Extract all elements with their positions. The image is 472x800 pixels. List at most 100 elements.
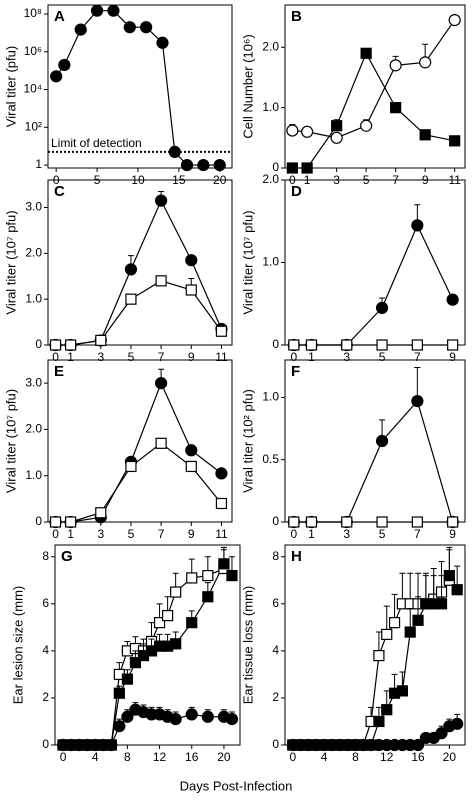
data-point: [155, 377, 168, 390]
x-tick-label: 0: [60, 750, 67, 764]
data-point: [341, 516, 353, 528]
y-axis-label: Ear lesion size (mm): [10, 586, 25, 704]
series-line: [55, 199, 222, 346]
y-tick-label: 0: [42, 737, 49, 751]
data-point: [202, 591, 214, 603]
x-tick-label: 1: [308, 350, 315, 364]
data-point: [153, 617, 166, 629]
data-point: [186, 572, 198, 584]
y-tick-label: 6: [272, 596, 279, 610]
series-line: [292, 19, 456, 139]
data-point: [156, 36, 169, 49]
data-point: [113, 720, 126, 733]
data-point: [185, 284, 197, 296]
data-point: [185, 460, 197, 473]
plot-frame: [47, 359, 233, 523]
data-point: [201, 710, 214, 723]
data-point: [448, 13, 461, 27]
data-point: [446, 293, 459, 306]
y-axis-label: Viral titer (10² pfu): [240, 389, 255, 493]
y-tick-label: 0: [272, 337, 279, 351]
data-point: [375, 434, 389, 448]
y-tick-label: 1.0: [262, 100, 279, 114]
plot-frame: [54, 544, 241, 746]
x-tick-label: 7: [158, 527, 165, 541]
x-tick-label: 4: [321, 750, 328, 764]
y-tick-label: 0: [272, 160, 279, 174]
data-point: [331, 120, 343, 132]
x-tick-label: 7: [414, 350, 421, 364]
y-tick-label: 10⁸: [24, 6, 42, 20]
data-point: [443, 569, 455, 582]
data-point: [360, 47, 372, 59]
data-point: [305, 516, 318, 528]
x-tick-label: 5: [379, 527, 386, 541]
data-point: [360, 119, 373, 132]
y-tick-label: 0: [35, 514, 42, 528]
data-point: [411, 738, 425, 752]
data-point: [169, 713, 182, 726]
data-point: [170, 586, 182, 598]
data-point: [185, 254, 198, 267]
data-point: [373, 715, 385, 728]
data-point: [180, 158, 194, 172]
x-tick-label: 9: [449, 350, 456, 364]
data-point: [121, 673, 133, 685]
data-point: [373, 649, 385, 662]
x-tick-label: 1: [67, 350, 74, 364]
y-tick-label: 2.0: [25, 422, 42, 436]
common-x-label: Days Post-Infection: [180, 778, 293, 793]
x-tick-label: 9: [449, 527, 456, 541]
x-tick-label: 8: [352, 750, 359, 764]
plot-frame: [47, 4, 233, 169]
data-point: [185, 444, 198, 457]
data-point: [411, 516, 423, 528]
y-tick-label: 2: [42, 690, 49, 704]
data-point: [404, 626, 416, 638]
x-tick-label: 0: [52, 350, 59, 364]
panel-label: B: [291, 8, 302, 25]
panel-label: D: [291, 183, 302, 200]
data-point: [215, 467, 228, 480]
annotation: Limit of detection: [51, 136, 142, 150]
data-point: [411, 219, 424, 232]
y-axis-label: Viral titer (10⁷ pfu): [3, 210, 18, 314]
y-tick-label: 2.0: [25, 246, 42, 260]
y-axis-label: Viral titer (10⁷ pfu): [3, 389, 18, 493]
x-tick-label: 5: [128, 350, 135, 364]
data-point: [451, 717, 464, 730]
data-point: [155, 275, 167, 287]
data-point: [162, 609, 174, 622]
data-point: [107, 4, 120, 17]
data-point: [140, 21, 153, 34]
data-point: [396, 685, 408, 697]
data-point: [225, 713, 239, 726]
data-point: [411, 395, 424, 408]
data-point: [447, 516, 459, 528]
data-point: [170, 638, 182, 650]
data-point: [202, 569, 214, 582]
y-tick-label: 0.5: [262, 452, 279, 466]
data-point: [305, 339, 318, 351]
panel-label: E: [54, 363, 64, 380]
data-point: [197, 158, 210, 172]
data-point: [411, 339, 423, 351]
panel-label: G: [61, 548, 73, 565]
y-tick-label: 2.0: [262, 172, 279, 186]
y-axis-label: Viral titer (pfu): [3, 46, 18, 127]
x-tick-label: 3: [343, 350, 350, 364]
series-line: [293, 223, 454, 346]
x-tick-label: 8: [124, 750, 131, 764]
data-point: [301, 125, 314, 138]
data-point: [65, 339, 77, 351]
data-point: [105, 739, 117, 751]
data-point: [123, 21, 136, 34]
panel-label: H: [291, 548, 302, 565]
x-tick-label: 5: [379, 350, 386, 364]
x-tick-label: 12: [153, 750, 167, 764]
x-tick-label: 0: [290, 350, 297, 364]
x-tick-label: 20: [217, 750, 231, 764]
data-point: [213, 158, 226, 172]
data-point: [286, 124, 299, 137]
data-point: [288, 516, 300, 528]
